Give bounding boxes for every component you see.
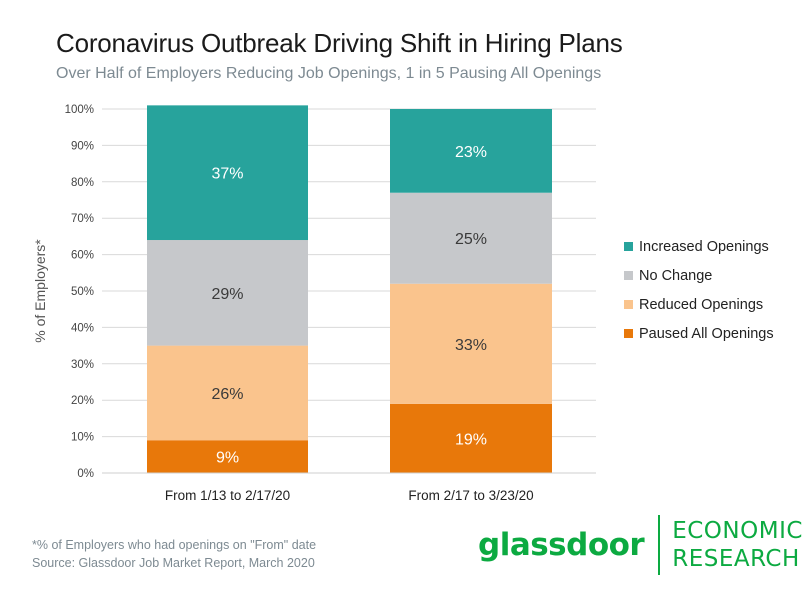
legend-item: No Change bbox=[624, 261, 774, 290]
y-tick-label: 10% bbox=[71, 432, 94, 444]
glassdoor-economic-research-logo: glassdoor ECONOMIC RESEARCH bbox=[478, 515, 803, 575]
y-tick-label: 90% bbox=[71, 140, 94, 152]
y-axis-label: % of Employers* bbox=[32, 239, 48, 343]
logo-sub-line1: ECONOMIC bbox=[672, 518, 803, 544]
data-label: 23% bbox=[455, 144, 487, 161]
legend-label: Paused All Openings bbox=[639, 325, 774, 342]
bar-segment bbox=[147, 240, 308, 346]
legend-label: Increased Openings bbox=[639, 238, 769, 255]
bar-segment bbox=[390, 192, 552, 284]
legend-item: Increased Openings bbox=[624, 232, 774, 261]
bar-segment bbox=[390, 403, 552, 473]
legend-item: Paused All Openings bbox=[624, 319, 774, 348]
data-label: 37% bbox=[211, 166, 243, 183]
footnote: *% of Employers who had openings on "Fro… bbox=[32, 536, 316, 572]
legend-label: Reduced Openings bbox=[639, 296, 764, 313]
y-tick-label: 60% bbox=[71, 250, 94, 262]
y-tick-label: 70% bbox=[71, 213, 94, 225]
legend-swatch bbox=[624, 300, 633, 309]
bar-segment bbox=[147, 105, 308, 241]
chart-legend: Increased Openings No Change Reduced Openi… bbox=[624, 232, 774, 348]
legend-swatch bbox=[624, 329, 633, 338]
legend-label: No Change bbox=[639, 267, 713, 284]
y-tick-label: 40% bbox=[71, 322, 94, 334]
x-tick-label: From 1/13 to 2/17/20 bbox=[165, 488, 290, 503]
bar-segment bbox=[147, 345, 308, 441]
logo-wordmark: glassdoor bbox=[478, 527, 645, 563]
data-label: 19% bbox=[455, 431, 487, 448]
data-label: 29% bbox=[211, 286, 243, 303]
y-tick-label: 30% bbox=[71, 359, 94, 371]
y-tick-label: 80% bbox=[71, 177, 94, 189]
chart-subtitle: Over Half of Employers Reducing Job Open… bbox=[56, 65, 602, 82]
bar-segment bbox=[147, 440, 308, 473]
legend-swatch bbox=[624, 242, 633, 251]
footnote-note: *% of Employers who had openings on "Fro… bbox=[32, 538, 317, 552]
legend-swatch bbox=[624, 271, 633, 280]
x-tick-label: From 2/17 to 3/23/20 bbox=[408, 488, 533, 503]
logo-divider bbox=[658, 515, 661, 575]
data-label: 9% bbox=[216, 450, 239, 467]
data-label: 25% bbox=[455, 231, 487, 248]
y-tick-label: 50% bbox=[71, 286, 94, 298]
y-tick-label: 20% bbox=[71, 395, 94, 407]
legend-item: Reduced Openings bbox=[624, 290, 774, 319]
footnote-source: Source: Glassdoor Job Market Report, Mar… bbox=[32, 556, 315, 570]
bar-segment bbox=[390, 283, 552, 404]
y-tick-label: 0% bbox=[77, 468, 94, 480]
data-label: 26% bbox=[211, 386, 243, 403]
logo-sub-line2: RESEARCH bbox=[672, 546, 800, 572]
logo-subtitle: ECONOMIC RESEARCH bbox=[672, 517, 803, 573]
bar-segment bbox=[390, 109, 552, 193]
y-tick-label: 100% bbox=[65, 104, 94, 116]
chart-title: Coronavirus Outbreak Driving Shift in Hi… bbox=[56, 28, 623, 58]
data-label: 33% bbox=[455, 337, 487, 354]
